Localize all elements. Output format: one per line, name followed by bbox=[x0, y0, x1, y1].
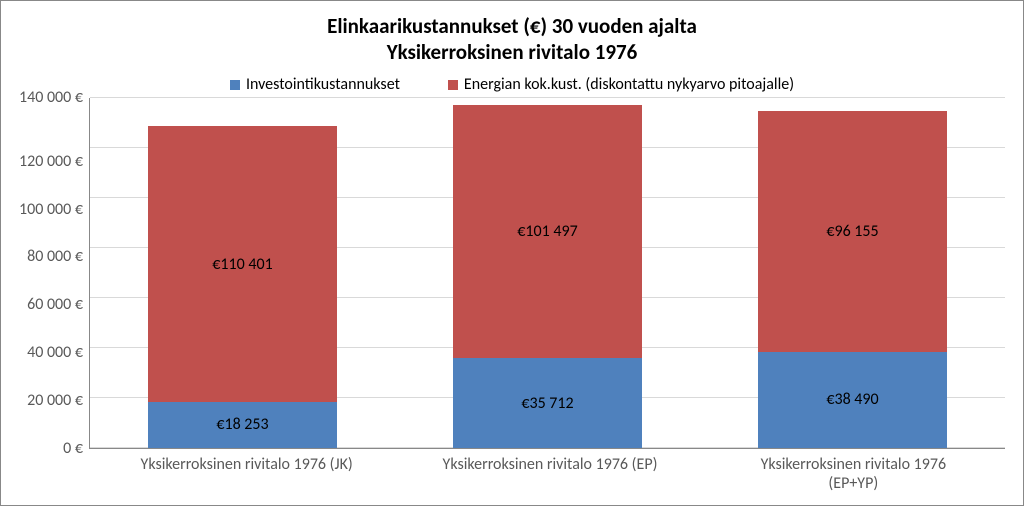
legend-swatch bbox=[448, 80, 458, 90]
bar-segment-invest: €35 712 bbox=[453, 358, 642, 447]
x-axis-label-line: Yksikerroksinen rivitalo 1976 (EP) bbox=[398, 455, 701, 474]
x-axis-label-line: Yksikerroksinen rivitalo 1976 (JK) bbox=[95, 455, 398, 474]
x-axis: Yksikerroksinen rivitalo 1976 (JK)Yksike… bbox=[7, 449, 1017, 499]
x-axis-label-line: (EP+YP) bbox=[702, 474, 1005, 493]
chart-title-line-1: Elinkaarikustannukset (€) 30 vuoden ajal… bbox=[7, 13, 1017, 39]
x-axis-label: Yksikerroksinen rivitalo 1976(EP+YP) bbox=[702, 455, 1005, 493]
bars-row: €110 401 €18 253 €101 497 €35 712 €96 155 €38… bbox=[90, 98, 1005, 448]
bar-segment-label: €35 712 bbox=[521, 394, 573, 413]
plot-area: €110 401 €18 253 €101 497 €35 712 €96 155 €38… bbox=[89, 98, 1005, 449]
y-tick-label: 20 000 € bbox=[27, 393, 83, 409]
bar-segment-label: €18 253 bbox=[216, 415, 268, 434]
y-tick-label: 120 000 € bbox=[19, 154, 83, 170]
y-tick-label: 100 000 € bbox=[19, 202, 83, 218]
x-axis-label: Yksikerroksinen rivitalo 1976 (EP) bbox=[398, 455, 701, 493]
legend-swatch bbox=[230, 80, 240, 90]
x-axis-label-line: Yksikerroksinen rivitalo 1976 bbox=[702, 455, 1005, 474]
bar-segment-invest: €18 253 bbox=[148, 402, 337, 448]
bar-column: €101 497 €35 712 bbox=[453, 98, 642, 448]
bar-segment-energy: €110 401 bbox=[148, 126, 337, 402]
x-axis-label: Yksikerroksinen rivitalo 1976 (JK) bbox=[95, 455, 398, 493]
plot-wrap: 140 000 €120 000 €100 000 €80 000 €60 00… bbox=[7, 98, 1017, 449]
y-axis: 140 000 €120 000 €100 000 €80 000 €60 00… bbox=[19, 98, 89, 449]
chart-frame: Elinkaarikustannukset (€) 30 vuoden ajal… bbox=[7, 7, 1017, 499]
chart-title-line-2: Yksikerroksinen rivitalo 1976 bbox=[7, 39, 1017, 65]
bar-segment-energy: €101 497 bbox=[453, 105, 642, 358]
chart-title: Elinkaarikustannukset (€) 30 vuoden ajal… bbox=[7, 7, 1017, 65]
legend-label: Energian kok.kust. (diskontattu nykyarvo… bbox=[464, 75, 794, 94]
y-tick-label: 0 € bbox=[63, 441, 83, 457]
x-axis-labels: Yksikerroksinen rivitalo 1976 (JK)Yksike… bbox=[95, 449, 1005, 499]
y-tick-label: 40 000 € bbox=[27, 345, 83, 361]
bar-segment-label: €96 155 bbox=[826, 222, 878, 241]
x-axis-spacer bbox=[19, 449, 95, 499]
legend-label: Investointikustannukset bbox=[246, 75, 400, 94]
legend-entry: Investointikustannukset bbox=[230, 75, 400, 94]
bar-segment-invest: €38 490 bbox=[758, 352, 947, 448]
bar-column: €110 401 €18 253 bbox=[148, 98, 337, 448]
y-tick-label: 140 000 € bbox=[19, 90, 83, 106]
y-tick-label: 80 000 € bbox=[27, 249, 83, 265]
chart-container: Elinkaarikustannukset (€) 30 vuoden ajal… bbox=[0, 0, 1024, 506]
legend-entry: Energian kok.kust. (diskontattu nykyarvo… bbox=[448, 75, 794, 94]
y-tick-label: 60 000 € bbox=[27, 297, 83, 313]
chart-legend: Investointikustannukset Energian kok.kust… bbox=[7, 75, 1017, 94]
bar-segment-energy: €96 155 bbox=[758, 111, 947, 351]
bar-segment-label: €101 497 bbox=[517, 222, 577, 241]
bar-segment-label: €110 401 bbox=[212, 255, 272, 274]
bar-column: €96 155 €38 490 bbox=[758, 98, 947, 448]
bar-segment-label: €38 490 bbox=[826, 390, 878, 409]
